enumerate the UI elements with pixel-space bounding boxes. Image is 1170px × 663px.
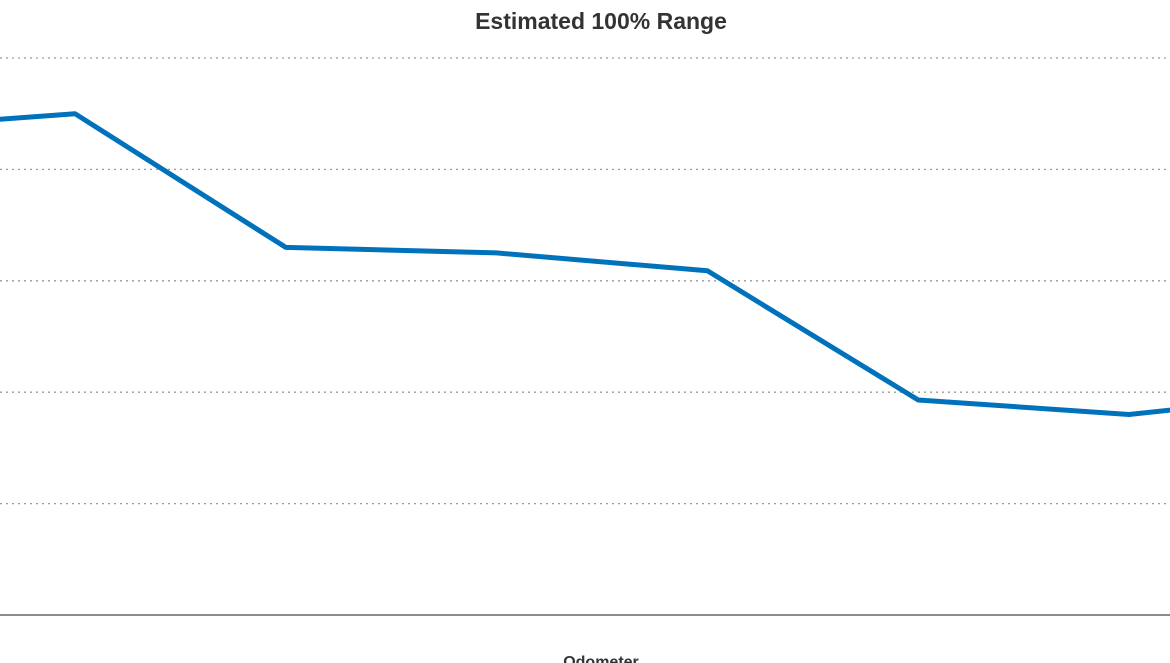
series-line-0: [0, 111, 1170, 417]
x-axis-title: Odometer: [563, 654, 639, 663]
data-point: [1126, 411, 1132, 417]
data-point: [915, 397, 921, 403]
data-point: [704, 268, 710, 274]
data-point: [283, 244, 289, 250]
data-point: [494, 250, 500, 256]
data-point: [72, 111, 78, 117]
chart-title: Estimated 100% Range: [475, 8, 727, 34]
